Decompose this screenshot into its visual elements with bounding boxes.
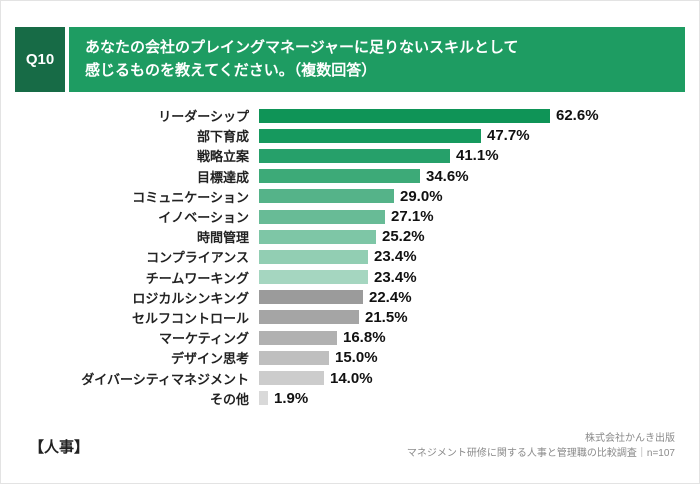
bar-row: 戦略立案 41.1% [1,146,699,166]
bar-category-label: 部下育成 [196,129,249,145]
question-title-banner: あなたの会社のプレイングマネージャーに足りないスキルとして 感じるものを教えてく… [69,27,685,92]
bar [259,229,376,244]
bar [259,371,324,386]
bar-value-label: 27.1% [391,208,434,226]
bar-track: 21.5% [259,307,699,327]
bar-row: ロジカルシンキング 22.4% [1,287,699,307]
bar-row: デザイン思考 15.0% [1,348,699,368]
bar-category-label: セルフコントロール [131,310,249,326]
bar-track: 34.6% [259,166,699,186]
bar-row: コミュニケーション 29.0% [1,186,699,206]
bar-value-label: 34.6% [426,167,469,185]
bar-track: 16.8% [259,328,699,348]
bar-row: ダイバーシティマネジメント 14.0% [1,368,699,388]
bar [259,189,394,204]
bar-category-label: その他 [209,391,249,407]
bar [259,270,368,285]
question-header: Q10 あなたの会社のプレイングマネージャーに足りないスキルとして 感じるものを… [15,27,685,92]
bar-value-label: 41.1% [456,147,499,165]
bar-track: 27.1% [259,206,699,226]
bar-track: 29.0% [259,186,699,206]
bar-value-label: 47.7% [487,127,530,145]
source-attribution: 株式会社かんき出版 マネジメント研修に関する人事と管理職の比較調査｜n=107 [407,431,675,461]
bar-category-label: マーケティング [159,331,249,347]
bar [259,330,337,345]
bar-category-label: ダイバーシティマネジメント [81,371,249,387]
bar-value-label: 23.4% [374,248,417,266]
source-survey-name: マネジメント研修に関する人事と管理職の比較調査｜n=107 [406,448,675,459]
bar-track: 41.1% [259,146,699,166]
question-title-line1: あなたの会社のプレイングマネージャーに足りないスキルとして [85,39,519,56]
bar-value-label: 22.4% [369,288,412,306]
bar-track: 23.4% [259,267,699,287]
bar-row: マーケティング 16.8% [1,328,699,348]
bar [259,290,363,305]
bar-row: 時間管理 25.2% [1,227,699,247]
bar-category-label: チームワーキング [145,270,249,286]
bar-row: チームワーキング 23.4% [1,267,699,287]
bar-value-label: 25.2% [382,228,425,246]
bar-category-label: デザイン思考 [170,351,249,367]
bar-track: 22.4% [259,287,699,307]
bar-track: 62.6% [259,106,699,126]
bar [259,350,329,365]
respondent-group-label: 【人事】 [29,439,90,456]
bar [259,391,268,406]
bar-value-label: 1.9% [274,389,309,407]
bar-category-label: 時間管理 [196,230,249,246]
bar-category-label: イノベーション [158,210,249,226]
bar-track: 23.4% [259,247,699,267]
bar-row: コンプライアンス 23.4% [1,247,699,267]
bar [259,310,359,325]
bar-category-label: リーダーシップ [158,109,249,125]
bar-category-label: コミュニケーション [132,189,249,205]
bar-row: イノベーション 27.1% [1,206,699,226]
bar-row: セルフコントロール 21.5% [1,307,699,327]
bar [259,249,368,264]
bar-track: 14.0% [259,368,699,388]
bar-value-label: 62.6% [556,107,599,125]
question-number-badge: Q10 [15,27,65,92]
bar-value-label: 21.5% [365,308,408,326]
question-number-label: Q10 [25,50,55,68]
bar-value-label: 14.0% [330,369,373,387]
bar [259,169,420,184]
horizontal-bar-chart: リーダーシップ 62.6% 部下育成 47.7% 戦略立案 41.1% 目標達成 34.6% コ… [1,106,699,409]
bar-row: 部下育成 47.7% [1,126,699,146]
bar-track: 47.7% [259,126,699,146]
bar-category-label: ロジカルシンキング [132,290,249,306]
bar-row: 目標達成 34.6% [1,166,699,186]
bar-row: その他 1.9% [1,388,699,408]
bar [259,148,450,163]
bar-track: 25.2% [259,227,699,247]
bar [259,128,481,143]
bar-category-label: 目標達成 [196,169,249,185]
bar-track: 15.0% [259,348,699,368]
bar-category-label: コンプライアンス [146,250,249,266]
bar-value-label: 15.0% [335,349,378,367]
source-company: 株式会社かんき出版 [585,433,675,444]
question-title-line2: 感じるものを教えてください。（複数回答） [85,62,377,80]
bar [259,209,385,224]
bar-value-label: 29.0% [400,187,443,205]
bar-row: リーダーシップ 62.6% [1,106,699,126]
bar-value-label: 16.8% [343,329,386,347]
bar [259,108,550,123]
bar-category-label: 戦略立案 [196,149,249,165]
bar-track: 1.9% [259,388,699,408]
bar-value-label: 23.4% [374,268,417,286]
